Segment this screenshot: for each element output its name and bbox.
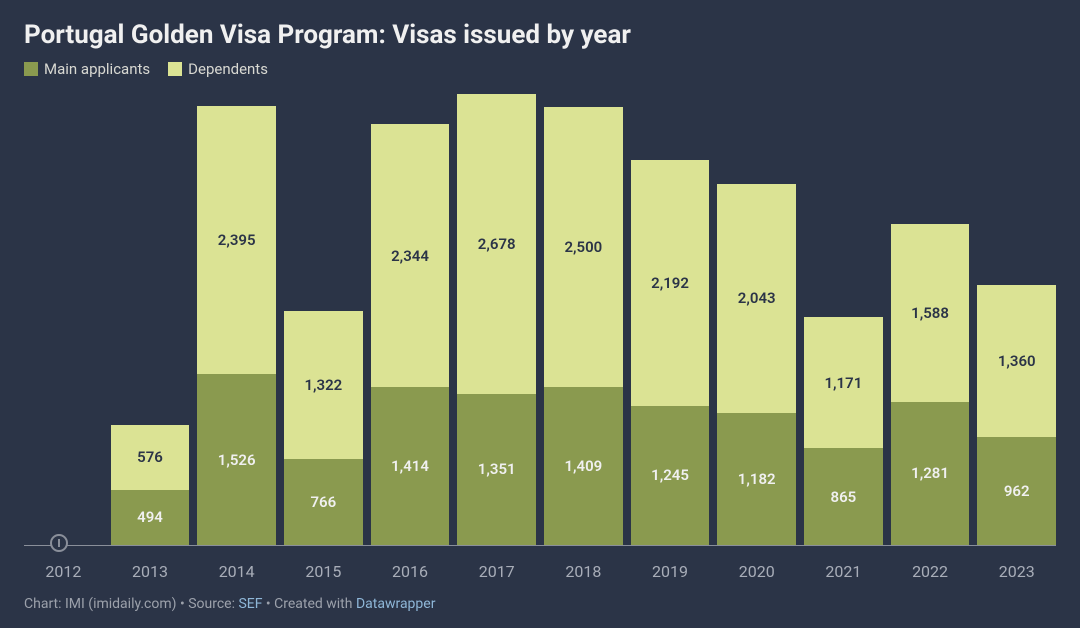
bar-segment-dependents: 2,395 bbox=[197, 106, 276, 374]
x-axis-label: 2016 bbox=[371, 554, 450, 588]
bar-segment-dependents: 1,322 bbox=[284, 311, 363, 459]
bar-value-main: 766 bbox=[310, 493, 336, 511]
bar-column: 2,678 1,351 bbox=[457, 86, 536, 545]
bar-column: 2,395 1,526 bbox=[197, 86, 276, 545]
bar-column: 1,322 766 bbox=[284, 86, 363, 545]
legend-label-main: Main applicants bbox=[44, 60, 150, 78]
x-axis-label: 2018 bbox=[544, 554, 623, 588]
bar-value-main: 962 bbox=[1004, 482, 1030, 500]
bar-segment-dependents: 576 bbox=[111, 425, 190, 489]
legend-swatch-dependents bbox=[168, 62, 182, 76]
bar-value-dependents: 2,678 bbox=[478, 235, 516, 253]
x-axis-label: 2017 bbox=[457, 554, 536, 588]
footer-tool-link[interactable]: Datawrapper bbox=[356, 596, 436, 612]
bar-segment-main: 865 bbox=[804, 448, 883, 545]
bar-value-main: 865 bbox=[831, 488, 857, 506]
x-axis-label: 2020 bbox=[717, 554, 796, 588]
x-axis-label: 2014 bbox=[197, 554, 276, 588]
x-axis-label: 2022 bbox=[891, 554, 970, 588]
plot: 576 494 2,395 1,526 1,322 766 2,344 1,414 2,678 1… bbox=[24, 86, 1056, 546]
x-axis-labels: 2012201320142015201620172018201920202021… bbox=[24, 554, 1056, 588]
legend: Main applicants Dependents bbox=[24, 60, 1056, 78]
bar-column: 2,500 1,409 bbox=[544, 86, 623, 545]
bar-value-dependents: 2,344 bbox=[391, 247, 429, 265]
legend-swatch-main bbox=[24, 62, 38, 76]
bar-value-main: 1,409 bbox=[564, 457, 602, 475]
chart-footer: Chart: IMI (imidaily.com) • Source: SEF … bbox=[24, 588, 1056, 612]
bar-value-dependents: 2,043 bbox=[738, 289, 776, 307]
bar-value-main: 1,281 bbox=[911, 464, 949, 482]
x-axis-label: 2015 bbox=[284, 554, 363, 588]
bar-segment-dependents: 1,171 bbox=[804, 317, 883, 448]
bar-segment-dependents: 2,192 bbox=[631, 160, 710, 405]
bar-value-main: 1,351 bbox=[478, 460, 516, 478]
bar-column: 2,043 1,182 bbox=[717, 86, 796, 545]
bar-value-dependents: 2,192 bbox=[651, 274, 689, 292]
x-axis-label: 2023 bbox=[977, 554, 1056, 588]
bar-segment-main: 1,409 bbox=[544, 387, 623, 545]
bar-segment-main: 766 bbox=[284, 459, 363, 545]
bar-value-main: 1,526 bbox=[218, 451, 256, 469]
bar-value-dependents: 1,360 bbox=[998, 352, 1036, 370]
x-axis-label: 2013 bbox=[111, 554, 190, 588]
chart-container: Portugal Golden Visa Program: Visas issu… bbox=[0, 0, 1080, 628]
bar-column: 576 494 bbox=[111, 86, 190, 545]
legend-item-main: Main applicants bbox=[24, 60, 150, 78]
bar-value-dependents: 2,500 bbox=[564, 238, 602, 256]
bar-segment-dependents: 2,678 bbox=[457, 94, 536, 394]
bar-value-main: 1,245 bbox=[651, 466, 689, 484]
bar-segment-main: 1,281 bbox=[891, 402, 970, 545]
bar-segment-main: 962 bbox=[977, 437, 1056, 545]
chart-title: Portugal Golden Visa Program: Visas issu… bbox=[24, 20, 1056, 50]
footer-prefix: Chart: IMI (imidaily.com) • Source: bbox=[24, 596, 238, 612]
bar-value-main: 1,414 bbox=[391, 457, 429, 475]
legend-item-dependents: Dependents bbox=[168, 60, 268, 78]
legend-label-dependents: Dependents bbox=[188, 60, 268, 78]
footer-source-link[interactable]: SEF bbox=[238, 596, 262, 612]
bar-column: 2,192 1,245 bbox=[631, 86, 710, 545]
bar-column: 1,588 1,281 bbox=[891, 86, 970, 545]
bar-value-dependents: 1,588 bbox=[911, 304, 949, 322]
bar-segment-dependents: 2,344 bbox=[371, 124, 450, 386]
bar-segment-dependents: 2,043 bbox=[717, 184, 796, 413]
bar-value-dependents: 576 bbox=[137, 448, 163, 466]
bar-segment-dependents: 1,588 bbox=[891, 224, 970, 402]
bar-segment-main: 494 bbox=[111, 490, 190, 545]
footer-mid: • Created with bbox=[262, 596, 356, 612]
bar-value-main: 1,182 bbox=[738, 470, 776, 488]
bar-column: 1,171 865 bbox=[804, 86, 883, 545]
bar-segment-main: 1,526 bbox=[197, 374, 276, 545]
x-axis-label: 2021 bbox=[804, 554, 883, 588]
x-axis-label: 2019 bbox=[631, 554, 710, 588]
bar-segment-main: 1,245 bbox=[631, 406, 710, 545]
x-axis-label: 2012 bbox=[24, 554, 103, 588]
bar-segment-main: 1,414 bbox=[371, 387, 450, 545]
bar-column: 1,360 962 bbox=[977, 86, 1056, 545]
bar-segment-main: 1,351 bbox=[457, 394, 536, 545]
bar-segment-main: 1,182 bbox=[717, 413, 796, 545]
bar-column: 2,344 1,414 bbox=[371, 86, 450, 545]
bar-value-dependents: 1,171 bbox=[824, 374, 862, 392]
bar-segment-dependents: 2,500 bbox=[544, 107, 623, 387]
bar-value-dependents: 1,322 bbox=[304, 376, 342, 394]
bar-value-main: 494 bbox=[137, 508, 163, 526]
chart-area: 576 494 2,395 1,526 1,322 766 2,344 1,414 2,678 1… bbox=[24, 86, 1056, 588]
bar-value-dependents: 2,395 bbox=[218, 231, 256, 249]
bar-column bbox=[24, 86, 103, 545]
bar-segment-dependents: 1,360 bbox=[977, 285, 1056, 437]
